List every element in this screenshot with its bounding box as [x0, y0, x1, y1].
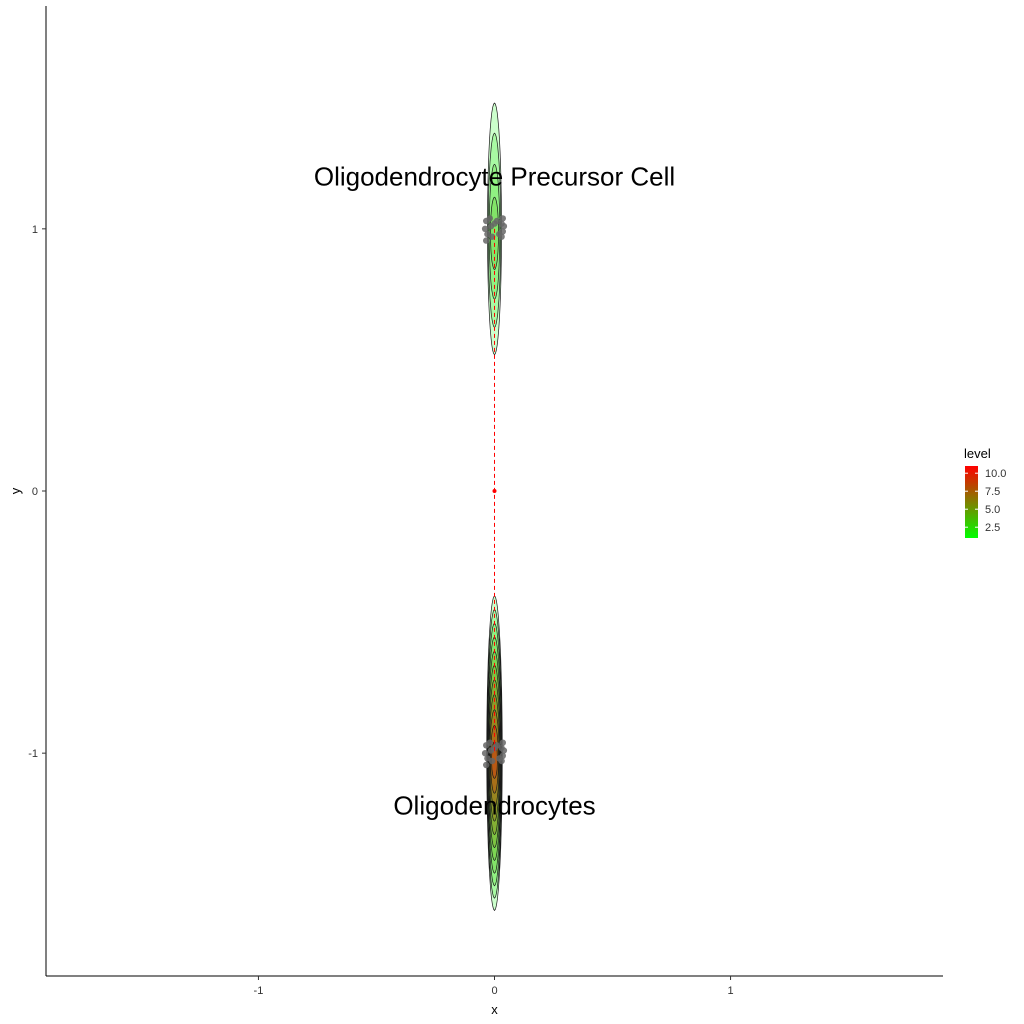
cell-point	[487, 223, 495, 230]
cell-point	[486, 739, 493, 746]
x-axis-ticks: -1 0 1	[254, 976, 734, 997]
contour-level-3	[486, 622, 503, 887]
cell-point	[487, 747, 495, 754]
x-tick-label: 0	[491, 985, 497, 997]
cell-point	[483, 761, 490, 769]
root-point	[492, 489, 497, 493]
y-tick-label: -1	[28, 748, 38, 760]
cell-point	[500, 747, 508, 754]
cluster-label: Oligodendrocytes	[393, 791, 595, 821]
cell-point	[488, 757, 496, 765]
contour-level-8	[488, 694, 501, 822]
x-tick-label: 1	[727, 985, 733, 997]
density-contours	[486, 102, 503, 912]
cell-points	[481, 215, 508, 769]
x-axis-title: x	[491, 1002, 498, 1017]
cell-point	[499, 215, 506, 222]
cell-point	[498, 233, 505, 240]
cell-point	[500, 223, 508, 230]
legend-label: 10.0	[985, 468, 1006, 480]
cell-point	[498, 757, 505, 765]
legend-colorbar	[965, 466, 978, 538]
contour-level-4	[490, 196, 499, 270]
cell-point	[481, 225, 489, 232]
legend-ticks: 10.0 7.5 5.0 2.5	[965, 468, 1006, 534]
cluster-labels: Oligodendrocyte Precursor Cell Oligodendr…	[314, 161, 675, 820]
cell-point	[499, 739, 506, 746]
cell-point	[499, 228, 506, 235]
cell-point	[486, 215, 493, 222]
y-axis-title: y	[8, 487, 23, 494]
y-tick-label: 0	[32, 486, 38, 498]
cell-point	[483, 237, 490, 244]
cell-point	[484, 755, 491, 762]
y-axis-ticks: -1 0 1	[28, 224, 46, 760]
cell-point	[488, 233, 496, 240]
cluster-label: Oligodendrocyte Precursor Cell	[314, 161, 675, 191]
legend-label: 5.0	[985, 504, 1000, 516]
legend-title: level	[964, 446, 991, 461]
cell-point	[499, 752, 506, 759]
contour-level-6	[488, 664, 501, 849]
x-tick-label: -1	[254, 985, 264, 997]
cell-point	[481, 750, 489, 757]
legend-label: 2.5	[985, 522, 1000, 534]
legend: level 10.0 7.5 5.0 2.5	[964, 446, 1006, 538]
y-tick-label: 1	[32, 224, 38, 236]
cell-point	[484, 230, 491, 238]
legend-label: 7.5	[985, 486, 1000, 498]
